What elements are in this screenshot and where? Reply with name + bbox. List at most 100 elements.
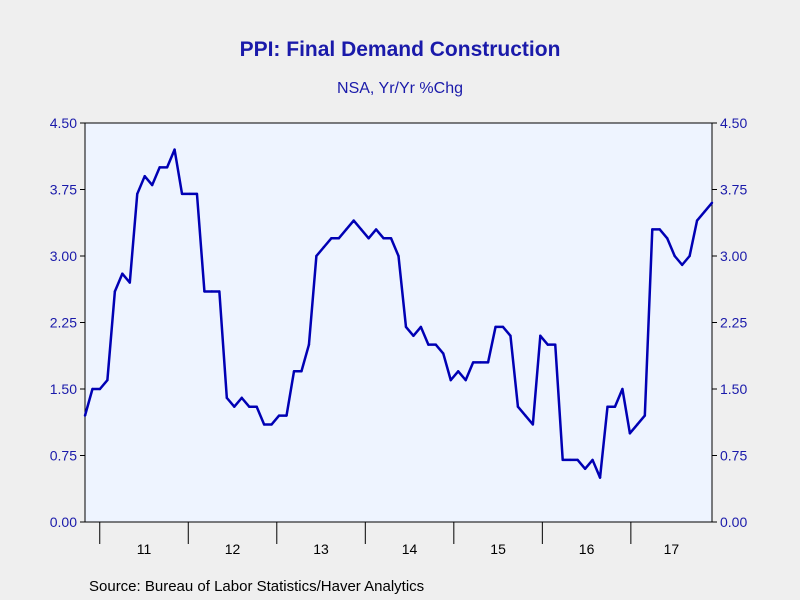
data-point <box>666 237 669 240</box>
data-point <box>128 281 131 284</box>
data-point <box>307 343 311 346</box>
data-point <box>150 183 154 187</box>
data-point <box>359 228 363 231</box>
data-point <box>337 237 340 240</box>
data-point <box>591 458 594 462</box>
data-point <box>457 370 460 373</box>
y-tick-label-right: 1.50 <box>720 381 747 397</box>
data-point <box>539 334 542 337</box>
data-point <box>277 414 281 417</box>
data-point <box>606 405 609 408</box>
data-point <box>225 396 229 400</box>
data-point <box>673 254 676 258</box>
series-layer <box>83 148 714 479</box>
data-point <box>486 361 490 364</box>
data-point <box>501 325 505 329</box>
data-point <box>509 334 512 337</box>
data-point <box>352 219 355 222</box>
x-tick-label: 11 <box>137 541 152 557</box>
data-point <box>598 476 602 479</box>
y-tick-label-left: 2.25 <box>50 315 77 331</box>
y-tick-label-left: 1.50 <box>50 381 77 397</box>
data-point <box>240 396 243 400</box>
data-point <box>165 166 169 169</box>
plot-area <box>84 122 713 523</box>
data-point <box>233 405 236 408</box>
data-point <box>531 423 535 426</box>
y-tick-label-right: 2.25 <box>720 315 747 331</box>
data-point <box>300 370 303 373</box>
data-point <box>113 290 117 293</box>
data-point <box>695 219 699 222</box>
data-point <box>345 228 348 231</box>
x-tick-label: 17 <box>664 541 680 557</box>
x-tick-label: 16 <box>579 541 595 557</box>
y-tick-label-left: 0.00 <box>50 514 77 530</box>
data-point <box>427 343 430 346</box>
data-point <box>292 370 296 373</box>
data-point <box>91 387 94 391</box>
data-point <box>658 228 661 231</box>
data-point <box>442 352 445 355</box>
y-tick-label-left: 4.50 <box>50 115 77 131</box>
data-point <box>143 175 146 178</box>
data-point <box>248 405 251 408</box>
chart-subtitle: NSA, Yr/Yr %Chg <box>337 80 463 97</box>
data-point <box>382 237 385 240</box>
data-point <box>449 378 452 382</box>
data-point <box>330 237 333 240</box>
data-point <box>397 254 400 258</box>
data-point <box>136 192 139 196</box>
data-point <box>568 458 572 462</box>
data-point <box>255 405 258 408</box>
chart-title: PPI: Final Demand Construction <box>239 38 561 61</box>
y-axis-right: 0.00 0.75 1.50 2.25 3.00 3.75 4.50 <box>712 115 747 530</box>
data-point <box>262 423 266 426</box>
data-point <box>315 254 318 258</box>
y-tick-label-left: 3.75 <box>50 182 77 198</box>
y-tick-label-right: 0.75 <box>720 448 747 464</box>
data-point <box>710 201 714 204</box>
data-point <box>322 245 326 249</box>
data-point <box>412 334 415 337</box>
data-point <box>158 166 161 169</box>
data-point <box>367 237 370 240</box>
data-point <box>561 458 564 462</box>
data-point <box>680 263 684 267</box>
data-point <box>628 432 632 435</box>
data-point <box>218 290 221 293</box>
data-point <box>419 325 423 329</box>
data-point <box>651 228 654 231</box>
data-point <box>389 237 393 240</box>
x-tick-label: 14 <box>402 541 418 557</box>
data-point <box>546 343 549 346</box>
data-point <box>554 343 557 346</box>
data-point <box>479 361 482 364</box>
data-point <box>524 414 527 417</box>
data-point <box>464 378 467 382</box>
data-point <box>688 254 691 258</box>
data-point <box>188 192 191 196</box>
data-point <box>173 148 176 151</box>
y-tick-label-left: 0.75 <box>50 448 77 464</box>
source-note: Source: Bureau of Labor Statistics/Haver… <box>89 578 425 595</box>
x-tick-label: 12 <box>225 541 241 557</box>
data-point <box>404 325 408 329</box>
data-point <box>703 210 706 213</box>
y-tick-label-left: 3.00 <box>50 248 77 264</box>
data-point <box>106 378 109 382</box>
y-tick-label-right: 3.75 <box>720 182 747 198</box>
x-tick-label: 13 <box>313 541 329 557</box>
data-point <box>285 414 288 417</box>
x-axis: 11 12 13 14 15 16 17 <box>99 522 680 557</box>
data-point <box>270 423 273 426</box>
data-point <box>180 192 184 196</box>
y-tick-label-right: 4.50 <box>720 115 747 131</box>
data-point <box>374 228 378 231</box>
data-point <box>434 343 438 346</box>
data-point <box>636 423 639 426</box>
y-tick-label-right: 3.00 <box>720 248 747 264</box>
data-point <box>98 387 102 391</box>
data-point <box>471 361 475 364</box>
